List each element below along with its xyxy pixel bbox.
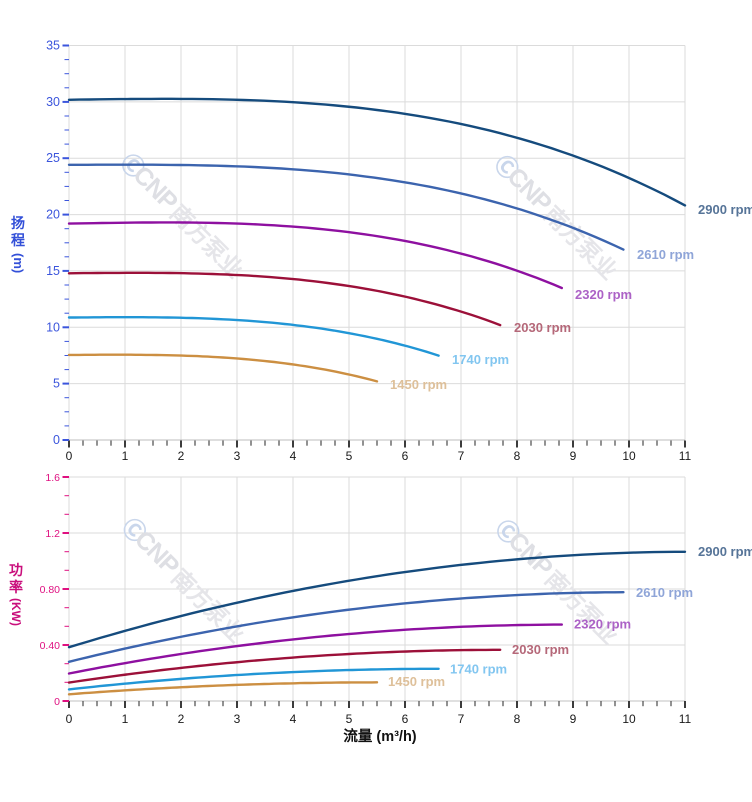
svg-text:10: 10 <box>622 449 636 463</box>
svg-text:1450 rpm: 1450 rpm <box>390 377 447 392</box>
svg-text:率: 率 <box>9 579 23 595</box>
svg-text:6: 6 <box>402 449 409 463</box>
svg-text:10: 10 <box>622 712 636 726</box>
svg-text:0: 0 <box>54 696 60 708</box>
svg-text:35: 35 <box>46 39 60 53</box>
svg-text:5: 5 <box>346 449 353 463</box>
svg-text:0: 0 <box>66 712 73 726</box>
svg-text:8: 8 <box>514 712 521 726</box>
svg-text:0: 0 <box>53 433 60 447</box>
svg-text:11: 11 <box>679 712 692 726</box>
svg-text:2900 rpm: 2900 rpm <box>698 202 752 217</box>
svg-text:2030 rpm: 2030 rpm <box>512 642 569 657</box>
svg-text:0.80: 0.80 <box>40 584 61 596</box>
svg-text:扬: 扬 <box>11 215 25 231</box>
svg-text:(KW): (KW) <box>9 598 23 626</box>
svg-text:3: 3 <box>234 449 241 463</box>
svg-text:4: 4 <box>290 712 297 726</box>
svg-text:30: 30 <box>46 95 60 109</box>
svg-text:0: 0 <box>66 449 73 463</box>
svg-text:(m): (m) <box>11 253 26 273</box>
svg-text:2: 2 <box>178 712 185 726</box>
svg-text:6: 6 <box>402 712 409 726</box>
svg-text:3: 3 <box>234 712 241 726</box>
svg-text:7: 7 <box>458 712 465 726</box>
svg-text:9: 9 <box>570 712 577 726</box>
svg-text:2900 rpm: 2900 rpm <box>698 544 752 559</box>
svg-text:功: 功 <box>9 562 23 578</box>
svg-text:流量 (m³/h): 流量 (m³/h) <box>343 727 416 745</box>
svg-text:2610 rpm: 2610 rpm <box>637 247 694 262</box>
svg-text:11: 11 <box>679 449 692 463</box>
svg-text:4: 4 <box>290 449 297 463</box>
svg-text:20: 20 <box>46 208 60 222</box>
svg-text:15: 15 <box>46 264 60 278</box>
svg-text:2610 rpm: 2610 rpm <box>636 585 693 600</box>
svg-text:8: 8 <box>514 449 521 463</box>
svg-text:1: 1 <box>122 449 129 463</box>
svg-text:2320 rpm: 2320 rpm <box>575 287 632 302</box>
svg-text:2320 rpm: 2320 rpm <box>574 616 631 631</box>
svg-text:1740 rpm: 1740 rpm <box>452 352 509 367</box>
svg-text:0.40: 0.40 <box>40 640 61 652</box>
svg-text:9: 9 <box>570 449 577 463</box>
svg-text:1740 rpm: 1740 rpm <box>450 661 507 676</box>
svg-text:程: 程 <box>11 232 25 248</box>
svg-text:7: 7 <box>458 449 465 463</box>
svg-text:25: 25 <box>46 151 60 165</box>
svg-text:1.6: 1.6 <box>45 472 60 484</box>
svg-text:1.2: 1.2 <box>45 528 60 540</box>
svg-text:5: 5 <box>346 712 353 726</box>
svg-text:1: 1 <box>122 712 129 726</box>
svg-text:2: 2 <box>178 449 185 463</box>
svg-text:2030 rpm: 2030 rpm <box>514 320 571 335</box>
svg-text:1450 rpm: 1450 rpm <box>388 674 445 689</box>
svg-text:10: 10 <box>46 320 60 334</box>
svg-text:5: 5 <box>53 377 60 391</box>
